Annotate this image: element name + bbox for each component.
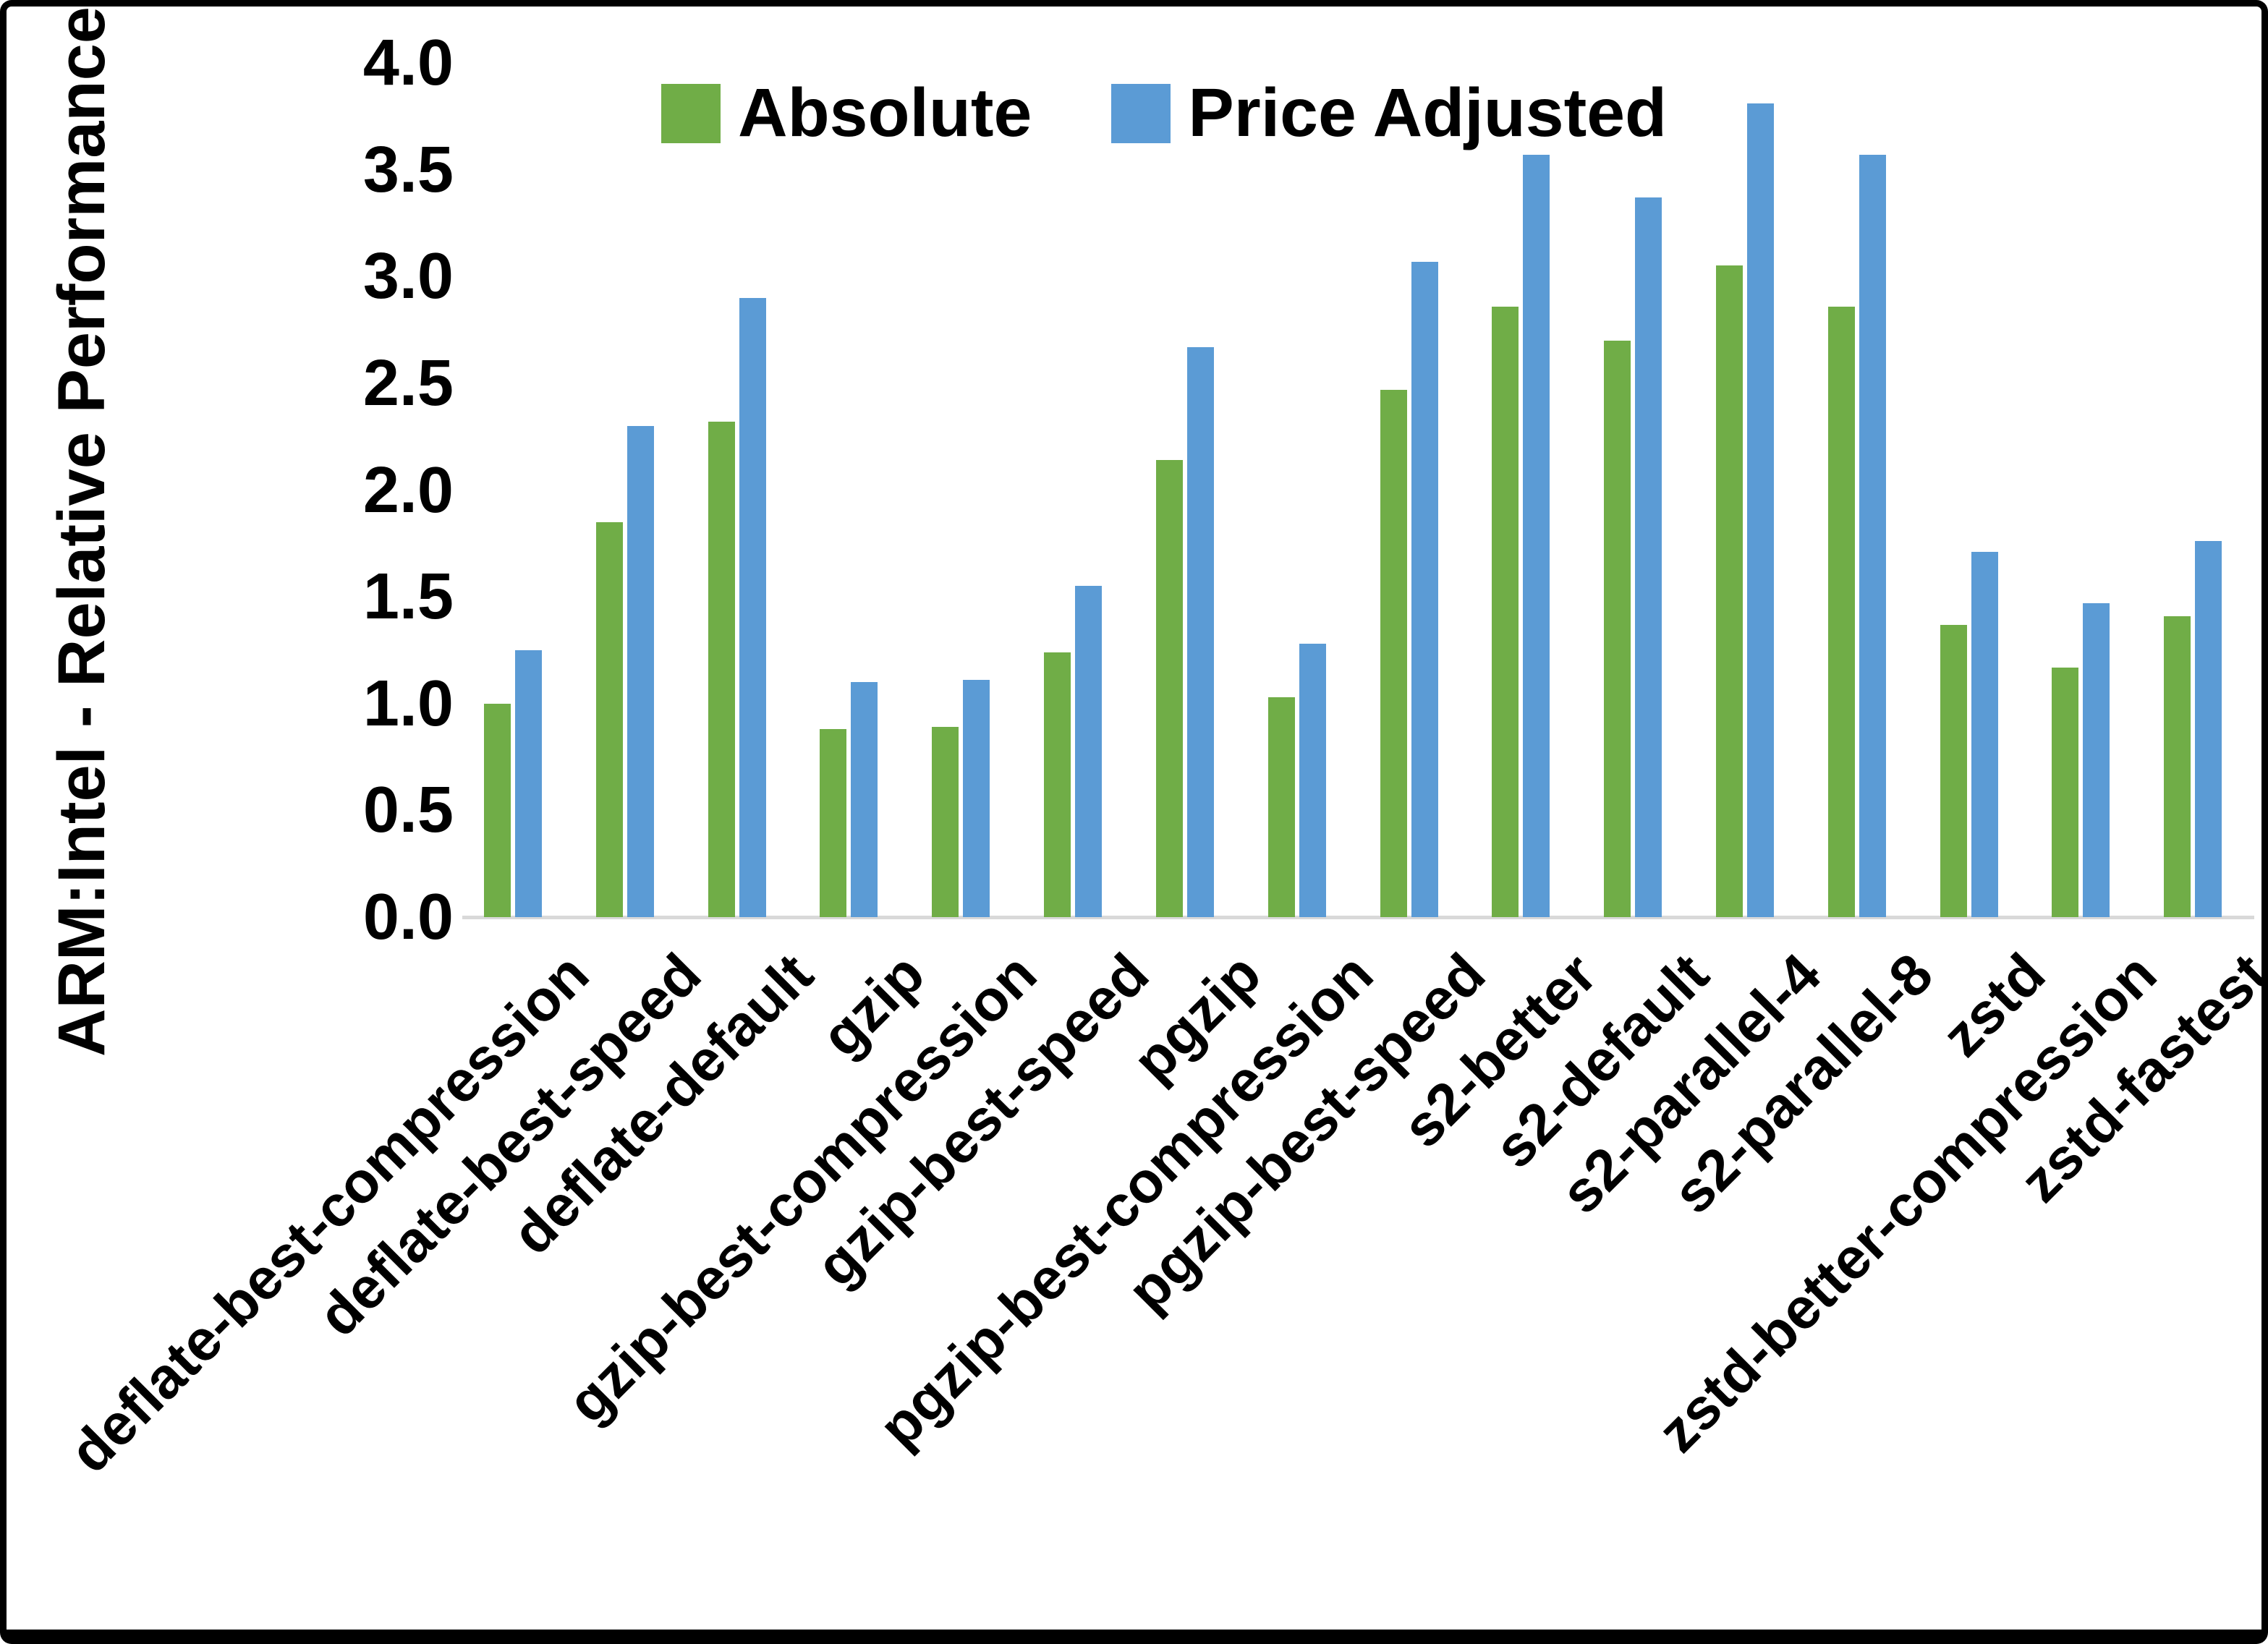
legend-swatch-price-adjusted xyxy=(1111,83,1171,143)
bar-price-adjusted xyxy=(2083,602,2110,917)
bar-absolute xyxy=(1380,389,1407,917)
bar-absolute xyxy=(1267,697,1295,917)
bar-absolute xyxy=(1940,624,1967,917)
y-tick-label: 2.0 xyxy=(362,453,454,527)
y-tick-label: 4.0 xyxy=(362,27,454,99)
bar-price-adjusted xyxy=(515,649,542,917)
legend-label-absolute: Absolute xyxy=(738,74,1032,151)
x-axis-line xyxy=(462,916,2254,919)
y-tick-label: 3.5 xyxy=(362,133,454,206)
bar-absolute xyxy=(484,703,511,917)
bar-price-adjusted xyxy=(1859,154,1886,917)
bar-absolute xyxy=(1827,306,1855,917)
y-tick-label: 2.5 xyxy=(362,346,454,419)
y-tick-label: 3.0 xyxy=(362,240,454,313)
bar-absolute xyxy=(2164,616,2191,917)
bar-price-adjusted xyxy=(2195,541,2222,917)
bar-price-adjusted xyxy=(1746,103,1774,917)
bar-absolute xyxy=(820,729,847,917)
y-tick-label: 0.5 xyxy=(362,774,454,847)
y-tick-label: 1.5 xyxy=(362,561,454,634)
y-tick-label: 0.0 xyxy=(362,881,454,953)
legend-item-absolute: Absolute xyxy=(661,79,1032,148)
legend-item-price-adjusted: Price Adjusted xyxy=(1111,79,1667,148)
bar-price-adjusted xyxy=(1299,644,1326,917)
y-tick-label: 1.0 xyxy=(362,667,454,740)
bar-absolute xyxy=(1604,340,1631,917)
bar-absolute xyxy=(1155,460,1183,917)
bar-price-adjusted xyxy=(851,682,878,917)
bar-price-adjusted xyxy=(1075,586,1103,917)
bar-absolute xyxy=(595,521,623,917)
bar-absolute xyxy=(1492,306,1519,917)
legend-swatch-absolute xyxy=(661,83,721,143)
bar-price-adjusted xyxy=(1971,552,1998,917)
legend: Absolute Price Adjusted xyxy=(661,79,1667,148)
bar-price-adjusted xyxy=(1411,261,1438,917)
bar-price-adjusted xyxy=(1186,346,1214,917)
bar-price-adjusted xyxy=(1635,197,1662,917)
bar-price-adjusted xyxy=(739,297,766,917)
legend-label-price-adjusted: Price Adjusted xyxy=(1188,74,1668,151)
bar-price-adjusted xyxy=(627,425,654,917)
plot-area: 4.0 3.5 3.0 2.5 2.0 1.5 1.0 0.5 0.0 deflate-best-… xyxy=(7,7,2261,1630)
bar-price-adjusted xyxy=(963,680,990,917)
bar-absolute xyxy=(708,422,735,917)
bar-absolute xyxy=(1715,265,1743,917)
bar-absolute xyxy=(2052,667,2079,917)
bar-absolute xyxy=(1044,652,1071,917)
bar-price-adjusted xyxy=(1523,154,1550,917)
bar-absolute xyxy=(932,727,959,917)
